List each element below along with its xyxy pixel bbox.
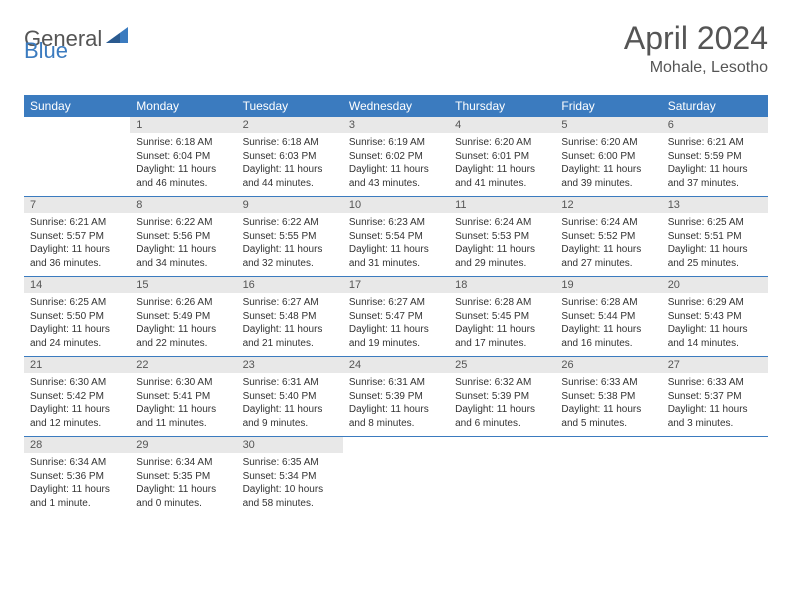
day-number-cell: 4 — [449, 117, 555, 133]
day-detail-cell — [343, 453, 449, 516]
day-detail-cell: Sunrise: 6:20 AMSunset: 6:01 PMDaylight:… — [449, 133, 555, 197]
day-detail-cell: Sunrise: 6:23 AMSunset: 5:54 PMDaylight:… — [343, 213, 449, 277]
day-detail-row: Sunrise: 6:18 AMSunset: 6:04 PMDaylight:… — [24, 133, 768, 197]
day-detail-cell: Sunrise: 6:18 AMSunset: 6:03 PMDaylight:… — [237, 133, 343, 197]
day-number-cell: 10 — [343, 197, 449, 213]
day-number-cell: 29 — [130, 437, 236, 453]
day-number-row: 21222324252627 — [24, 357, 768, 373]
logo-triangle-icon — [106, 27, 128, 48]
day-detail-cell: Sunrise: 6:28 AMSunset: 5:45 PMDaylight:… — [449, 293, 555, 357]
day-detail-cell: Sunrise: 6:22 AMSunset: 5:55 PMDaylight:… — [237, 213, 343, 277]
day-detail-cell: Sunrise: 6:33 AMSunset: 5:37 PMDaylight:… — [662, 373, 768, 437]
day-number-cell: 1 — [130, 117, 236, 133]
day-number-row: 14151617181920 — [24, 277, 768, 293]
day-number-cell — [555, 437, 661, 453]
day-detail-cell: Sunrise: 6:25 AMSunset: 5:51 PMDaylight:… — [662, 213, 768, 277]
day-detail-cell: Sunrise: 6:24 AMSunset: 5:53 PMDaylight:… — [449, 213, 555, 277]
day-number-row: 78910111213 — [24, 197, 768, 213]
day-number-cell: 16 — [237, 277, 343, 293]
day-detail-cell: Sunrise: 6:30 AMSunset: 5:41 PMDaylight:… — [130, 373, 236, 437]
day-number-cell: 23 — [237, 357, 343, 373]
day-detail-cell: Sunrise: 6:31 AMSunset: 5:40 PMDaylight:… — [237, 373, 343, 437]
day-detail-cell: Sunrise: 6:27 AMSunset: 5:48 PMDaylight:… — [237, 293, 343, 357]
day-number-cell — [662, 437, 768, 453]
day-number-cell — [343, 437, 449, 453]
day-detail-cell: Sunrise: 6:32 AMSunset: 5:39 PMDaylight:… — [449, 373, 555, 437]
day-number-cell: 12 — [555, 197, 661, 213]
weekday-header: Sunday — [24, 95, 130, 117]
day-number-cell: 24 — [343, 357, 449, 373]
location: Mohale, Lesotho — [624, 59, 768, 77]
day-number-cell: 6 — [662, 117, 768, 133]
day-number-cell: 28 — [24, 437, 130, 453]
day-number-cell: 30 — [237, 437, 343, 453]
day-detail-row: Sunrise: 6:25 AMSunset: 5:50 PMDaylight:… — [24, 293, 768, 357]
day-number-cell: 11 — [449, 197, 555, 213]
day-detail-cell: Sunrise: 6:20 AMSunset: 6:00 PMDaylight:… — [555, 133, 661, 197]
day-number-cell — [449, 437, 555, 453]
day-detail-cell: Sunrise: 6:30 AMSunset: 5:42 PMDaylight:… — [24, 373, 130, 437]
day-detail-cell: Sunrise: 6:33 AMSunset: 5:38 PMDaylight:… — [555, 373, 661, 437]
day-number-cell: 7 — [24, 197, 130, 213]
day-detail-cell: Sunrise: 6:35 AMSunset: 5:34 PMDaylight:… — [237, 453, 343, 516]
day-detail-cell: Sunrise: 6:21 AMSunset: 5:57 PMDaylight:… — [24, 213, 130, 277]
day-number-cell: 19 — [555, 277, 661, 293]
day-number-cell: 3 — [343, 117, 449, 133]
title-block: April 2024 Mohale, Lesotho — [624, 20, 768, 77]
day-number-row: 282930 — [24, 437, 768, 453]
day-detail-cell: Sunrise: 6:19 AMSunset: 6:02 PMDaylight:… — [343, 133, 449, 197]
day-number-cell: 25 — [449, 357, 555, 373]
day-detail-cell: Sunrise: 6:21 AMSunset: 5:59 PMDaylight:… — [662, 133, 768, 197]
day-detail-cell: Sunrise: 6:28 AMSunset: 5:44 PMDaylight:… — [555, 293, 661, 357]
calendar-table: SundayMondayTuesdayWednesdayThursdayFrid… — [24, 95, 768, 516]
day-detail-cell: Sunrise: 6:18 AMSunset: 6:04 PMDaylight:… — [130, 133, 236, 197]
logo-text-blue: Blue — [24, 38, 68, 63]
weekday-header: Wednesday — [343, 95, 449, 117]
day-number-cell: 22 — [130, 357, 236, 373]
day-number-cell: 13 — [662, 197, 768, 213]
day-number-cell: 26 — [555, 357, 661, 373]
day-number-cell: 8 — [130, 197, 236, 213]
day-detail-cell — [449, 453, 555, 516]
day-detail-cell: Sunrise: 6:31 AMSunset: 5:39 PMDaylight:… — [343, 373, 449, 437]
weekday-header: Monday — [130, 95, 236, 117]
day-detail-cell — [662, 453, 768, 516]
day-detail-cell: Sunrise: 6:22 AMSunset: 5:56 PMDaylight:… — [130, 213, 236, 277]
day-detail-cell: Sunrise: 6:24 AMSunset: 5:52 PMDaylight:… — [555, 213, 661, 277]
day-number-cell: 15 — [130, 277, 236, 293]
weekday-header: Saturday — [662, 95, 768, 117]
day-number-row: 123456 — [24, 117, 768, 133]
day-number-cell: 2 — [237, 117, 343, 133]
calendar-page: General April 2024 Mohale, Lesotho Blue … — [0, 0, 792, 536]
day-detail-cell: Sunrise: 6:25 AMSunset: 5:50 PMDaylight:… — [24, 293, 130, 357]
day-number-cell: 9 — [237, 197, 343, 213]
day-detail-row: Sunrise: 6:34 AMSunset: 5:36 PMDaylight:… — [24, 453, 768, 516]
day-number-cell: 17 — [343, 277, 449, 293]
day-detail-row: Sunrise: 6:30 AMSunset: 5:42 PMDaylight:… — [24, 373, 768, 437]
weekday-header: Thursday — [449, 95, 555, 117]
day-detail-cell — [555, 453, 661, 516]
header: General April 2024 Mohale, Lesotho — [24, 20, 768, 77]
weekday-header: Tuesday — [237, 95, 343, 117]
day-detail-cell — [24, 133, 130, 197]
weekday-header-row: SundayMondayTuesdayWednesdayThursdayFrid… — [24, 95, 768, 117]
day-detail-cell: Sunrise: 6:34 AMSunset: 5:35 PMDaylight:… — [130, 453, 236, 516]
day-number-cell: 14 — [24, 277, 130, 293]
day-detail-row: Sunrise: 6:21 AMSunset: 5:57 PMDaylight:… — [24, 213, 768, 277]
month-title: April 2024 — [624, 20, 768, 57]
weekday-header: Friday — [555, 95, 661, 117]
day-number-cell: 27 — [662, 357, 768, 373]
day-detail-cell: Sunrise: 6:34 AMSunset: 5:36 PMDaylight:… — [24, 453, 130, 516]
day-number-cell: 20 — [662, 277, 768, 293]
day-number-cell: 21 — [24, 357, 130, 373]
day-detail-cell: Sunrise: 6:26 AMSunset: 5:49 PMDaylight:… — [130, 293, 236, 357]
day-detail-cell: Sunrise: 6:27 AMSunset: 5:47 PMDaylight:… — [343, 293, 449, 357]
day-number-cell: 18 — [449, 277, 555, 293]
day-number-cell: 5 — [555, 117, 661, 133]
day-number-cell — [24, 117, 130, 133]
day-detail-cell: Sunrise: 6:29 AMSunset: 5:43 PMDaylight:… — [662, 293, 768, 357]
